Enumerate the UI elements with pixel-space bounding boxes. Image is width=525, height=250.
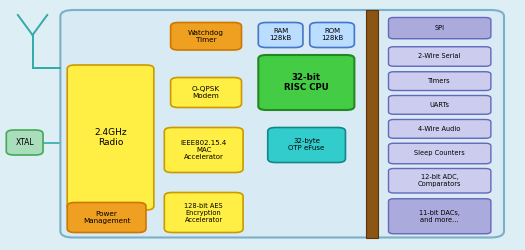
Text: Power
Management: Power Management [83, 211, 130, 224]
Text: Watchdog
Timer: Watchdog Timer [188, 30, 224, 43]
Bar [366, 10, 378, 237]
FancyBboxPatch shape [258, 55, 354, 110]
Text: IEEE802.15.4
MAC
Accelerator: IEEE802.15.4 MAC Accelerator [181, 140, 227, 160]
FancyBboxPatch shape [6, 130, 43, 155]
Text: Sleep Counters: Sleep Counters [414, 150, 465, 156]
Text: UARTs: UARTs [429, 102, 450, 108]
FancyBboxPatch shape [60, 10, 504, 237]
FancyBboxPatch shape [388, 47, 491, 66]
FancyBboxPatch shape [388, 120, 491, 138]
FancyBboxPatch shape [388, 199, 491, 234]
Text: O-QPSK
Modem: O-QPSK Modem [192, 86, 220, 99]
FancyBboxPatch shape [258, 22, 303, 48]
FancyBboxPatch shape [388, 168, 491, 193]
Text: Timers: Timers [428, 78, 451, 84]
Text: 12-bit ADC,
Comparators: 12-bit ADC, Comparators [418, 174, 461, 187]
FancyBboxPatch shape [171, 78, 242, 108]
Text: 32-byte
OTP eFuse: 32-byte OTP eFuse [288, 138, 325, 151]
Text: RAM
128kB: RAM 128kB [269, 28, 292, 42]
Text: 2.4GHz
Radio: 2.4GHz Radio [94, 128, 127, 147]
FancyBboxPatch shape [164, 192, 243, 232]
FancyBboxPatch shape [67, 202, 146, 232]
FancyBboxPatch shape [67, 65, 154, 210]
FancyBboxPatch shape [388, 18, 491, 39]
FancyBboxPatch shape [388, 96, 491, 114]
FancyBboxPatch shape [310, 22, 354, 48]
Text: 4-Wire Audio: 4-Wire Audio [418, 126, 461, 132]
Text: 11-bit DACs,
and more...: 11-bit DACs, and more... [419, 210, 460, 223]
Text: XTAL: XTAL [15, 138, 34, 147]
FancyBboxPatch shape [388, 72, 491, 90]
Text: 2-Wire Serial: 2-Wire Serial [418, 54, 461, 60]
Text: SPI: SPI [435, 25, 445, 31]
FancyBboxPatch shape [388, 143, 491, 164]
FancyBboxPatch shape [171, 22, 242, 50]
Text: 32-bit
RISC CPU: 32-bit RISC CPU [284, 73, 329, 92]
FancyBboxPatch shape [268, 128, 345, 162]
Text: ROM
128kB: ROM 128kB [321, 28, 343, 42]
FancyBboxPatch shape [164, 128, 243, 172]
Text: 128-bit AES
Encryption
Accelerator: 128-bit AES Encryption Accelerator [184, 202, 223, 222]
